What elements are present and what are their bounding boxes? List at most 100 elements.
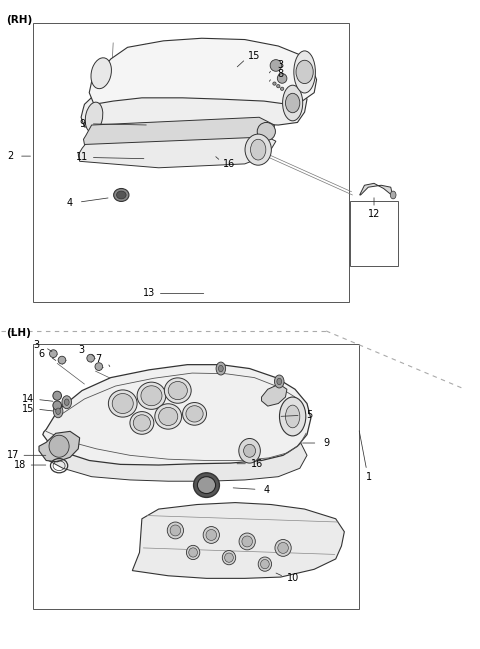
Ellipse shape [53, 391, 61, 400]
Circle shape [275, 375, 284, 388]
Text: 5: 5 [306, 410, 312, 420]
Text: 12: 12 [368, 210, 380, 219]
Ellipse shape [245, 134, 271, 165]
Text: 18: 18 [14, 460, 26, 470]
Ellipse shape [261, 559, 269, 569]
Circle shape [64, 399, 69, 406]
Text: 3: 3 [277, 60, 284, 71]
Circle shape [216, 362, 226, 375]
Polygon shape [81, 68, 307, 127]
Ellipse shape [155, 404, 181, 429]
Text: 7: 7 [96, 354, 102, 365]
Text: 16: 16 [251, 459, 263, 469]
Ellipse shape [186, 406, 203, 422]
Ellipse shape [197, 476, 216, 493]
Ellipse shape [193, 473, 219, 497]
Ellipse shape [49, 435, 69, 458]
Ellipse shape [276, 84, 280, 88]
Ellipse shape [294, 51, 315, 93]
Ellipse shape [112, 393, 133, 413]
Ellipse shape [273, 82, 276, 85]
Ellipse shape [130, 411, 154, 434]
Ellipse shape [53, 401, 61, 410]
Ellipse shape [258, 557, 272, 571]
Ellipse shape [189, 548, 197, 557]
Text: 4: 4 [67, 198, 73, 208]
Text: 17: 17 [6, 450, 19, 460]
Text: 15: 15 [22, 404, 35, 413]
Ellipse shape [280, 87, 284, 90]
Circle shape [286, 93, 300, 113]
Ellipse shape [114, 188, 129, 201]
Ellipse shape [242, 536, 252, 547]
Ellipse shape [164, 378, 191, 403]
Circle shape [218, 365, 223, 372]
Ellipse shape [108, 390, 137, 417]
Polygon shape [132, 502, 344, 578]
Polygon shape [48, 422, 307, 481]
Ellipse shape [257, 123, 276, 141]
Ellipse shape [170, 525, 180, 536]
Polygon shape [78, 133, 276, 168]
Ellipse shape [275, 539, 291, 556]
Ellipse shape [141, 386, 162, 406]
Text: 9: 9 [79, 119, 85, 129]
Circle shape [277, 378, 282, 385]
Polygon shape [39, 432, 80, 462]
Ellipse shape [168, 382, 187, 400]
Ellipse shape [137, 382, 166, 410]
Text: 15: 15 [248, 51, 261, 61]
Ellipse shape [158, 408, 178, 426]
Text: 11: 11 [76, 153, 88, 162]
Ellipse shape [222, 550, 236, 565]
Text: 6: 6 [38, 349, 45, 360]
Polygon shape [43, 365, 311, 465]
Ellipse shape [225, 553, 233, 562]
Polygon shape [360, 183, 393, 198]
Ellipse shape [167, 522, 183, 539]
Bar [33, 23, 349, 302]
Text: 10: 10 [287, 573, 299, 583]
Ellipse shape [133, 415, 151, 431]
Circle shape [53, 405, 63, 418]
Circle shape [56, 408, 60, 415]
Ellipse shape [239, 439, 260, 463]
Text: 1: 1 [366, 472, 372, 482]
Text: 14: 14 [23, 394, 35, 404]
Ellipse shape [91, 58, 111, 89]
Circle shape [251, 140, 266, 160]
Circle shape [296, 60, 313, 84]
Ellipse shape [286, 405, 300, 428]
Ellipse shape [203, 526, 219, 543]
Circle shape [390, 191, 396, 199]
Ellipse shape [186, 545, 200, 559]
Ellipse shape [277, 73, 287, 83]
Ellipse shape [283, 85, 303, 121]
Text: 3: 3 [34, 340, 40, 350]
Ellipse shape [243, 445, 255, 458]
Text: (RH): (RH) [6, 15, 33, 25]
Ellipse shape [182, 402, 206, 425]
Text: 3: 3 [78, 345, 84, 356]
Ellipse shape [85, 102, 103, 132]
Ellipse shape [87, 354, 95, 362]
Ellipse shape [279, 397, 306, 436]
Ellipse shape [206, 530, 216, 541]
Text: 9: 9 [323, 438, 329, 448]
Text: (LH): (LH) [6, 328, 31, 337]
Bar [33, 344, 359, 609]
Polygon shape [84, 117, 275, 145]
Ellipse shape [270, 60, 282, 71]
Text: 13: 13 [143, 288, 155, 299]
Ellipse shape [239, 533, 255, 550]
Ellipse shape [49, 350, 57, 358]
Text: 8: 8 [277, 69, 284, 79]
Text: 2: 2 [7, 151, 13, 161]
Bar [350, 201, 398, 266]
Circle shape [62, 396, 72, 409]
Text: 4: 4 [263, 485, 269, 495]
Ellipse shape [58, 356, 66, 364]
Polygon shape [262, 384, 287, 406]
Ellipse shape [95, 363, 103, 371]
Ellipse shape [117, 191, 126, 199]
